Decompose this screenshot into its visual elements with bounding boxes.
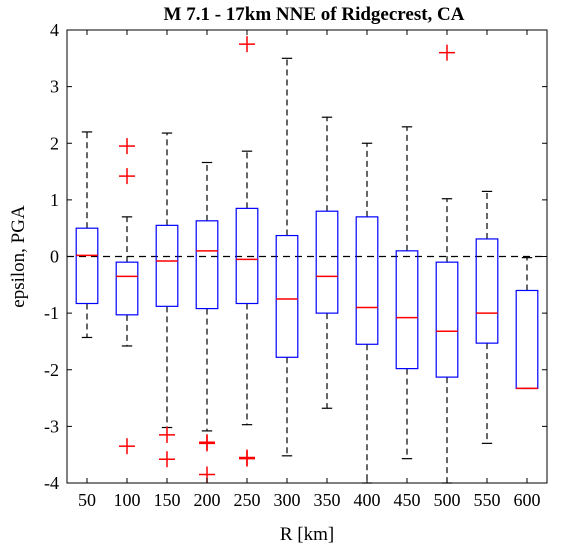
box-400 [355, 142, 379, 484]
x-tick-label: 550 [474, 490, 501, 510]
y-tick-label: 4 [50, 20, 59, 40]
x-tick-label: 450 [394, 490, 421, 510]
x-tick-label: 300 [274, 490, 301, 510]
box-550 [475, 190, 499, 444]
iqr-box [355, 216, 379, 345]
outlier-marker [119, 138, 135, 155]
outlier-marker [159, 426, 175, 443]
x-tick-label: 400 [354, 490, 381, 510]
box-50 [75, 131, 99, 339]
box-150 [155, 132, 179, 468]
iqr-box [115, 261, 139, 316]
y-axis: -4 -3 -2 -1 0 1 2 3 4 [44, 20, 547, 493]
iqr-box [435, 261, 459, 378]
outlier-marker [199, 435, 215, 452]
outlier-marker [239, 450, 255, 467]
box-250 [235, 36, 259, 467]
y-tick-label: -2 [44, 360, 59, 380]
iqr-box [395, 250, 419, 370]
outlier-marker [159, 451, 175, 468]
y-tick-label: 2 [50, 133, 59, 153]
x-tick-label: 100 [114, 490, 141, 510]
y-tick-label: 3 [50, 77, 59, 97]
iqr-box [155, 224, 179, 307]
x-tick-label: 50 [78, 490, 96, 510]
x-tick-label: 600 [514, 490, 541, 510]
iqr-box [475, 238, 499, 344]
iqr-box [275, 234, 299, 358]
outlier-marker [239, 36, 255, 53]
iqr-box [75, 227, 99, 305]
box-group [75, 36, 539, 484]
box-350 [315, 116, 339, 409]
box-200 [195, 161, 219, 483]
y-tick-label: 0 [50, 247, 59, 267]
iqr-box [315, 210, 339, 314]
x-tick-label: 500 [434, 490, 461, 510]
x-tick-label: 200 [194, 490, 221, 510]
x-tick-label: 150 [154, 490, 181, 510]
x-axis-label: R [km] [280, 524, 334, 545]
iqr-box [195, 220, 219, 310]
x-tick-label: 350 [314, 490, 341, 510]
y-tick-label: 1 [50, 190, 59, 210]
y-axis-label: epsilon, PGA [8, 205, 29, 308]
box-100 [115, 138, 139, 455]
box-500 [435, 44, 459, 484]
x-axis: 50 100 150 200 250 300 350 400 450 500 550 600 [78, 30, 541, 510]
box-450 [395, 126, 419, 460]
chart-title: M 7.1 - 17km NNE of Ridgecrest, CA [164, 4, 465, 25]
x-tick-label: 250 [234, 490, 261, 510]
outlier-marker [439, 44, 455, 61]
y-tick-label: -1 [44, 303, 59, 323]
box-300 [275, 57, 299, 457]
outlier-marker [119, 168, 135, 185]
outlier-marker [119, 438, 135, 455]
y-tick-label: -4 [44, 473, 59, 493]
iqr-box [235, 207, 259, 305]
box-600 [515, 257, 539, 390]
y-tick-label: -3 [44, 416, 59, 436]
